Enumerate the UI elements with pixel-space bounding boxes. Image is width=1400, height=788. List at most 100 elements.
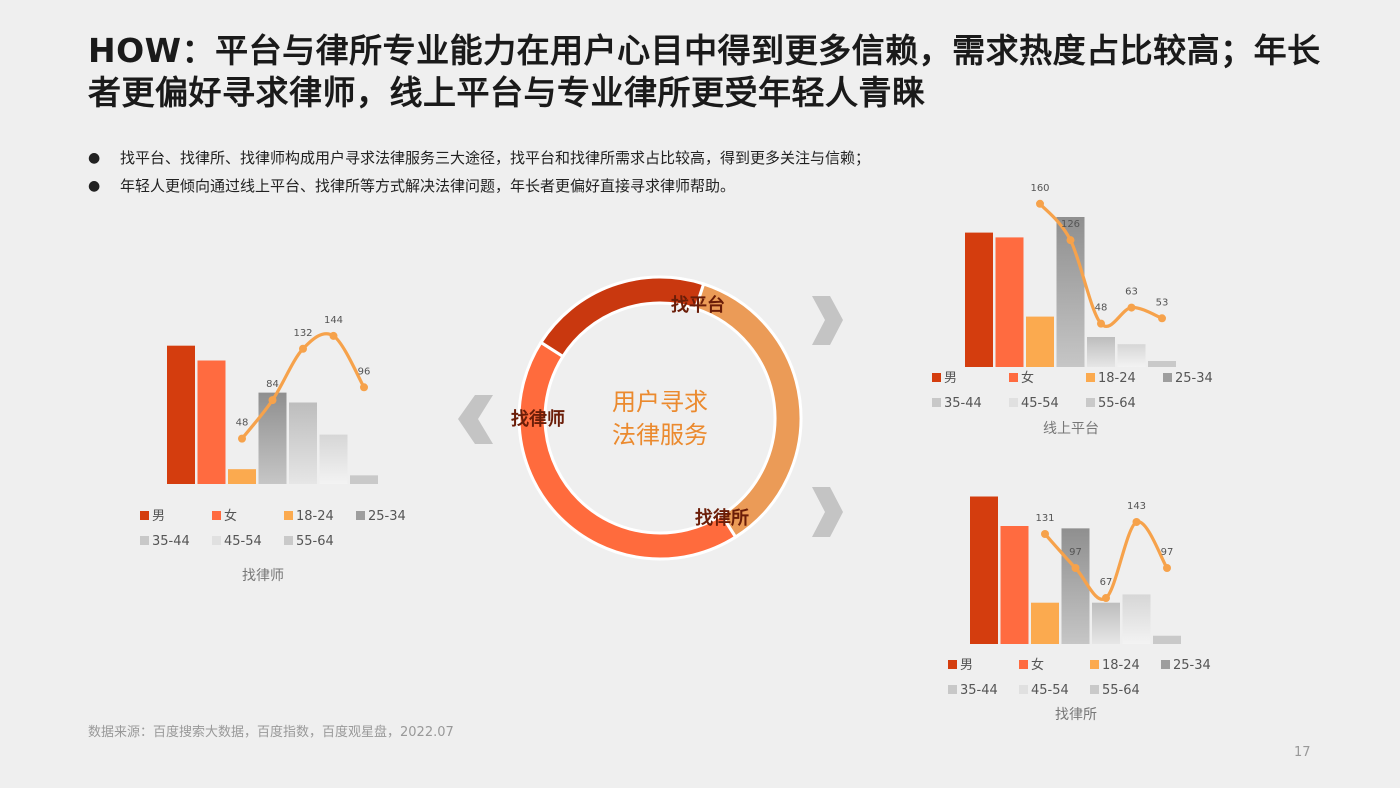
data-label: 131 <box>1035 513 1054 524</box>
trend-point <box>238 434 246 443</box>
donut-segment-label: 找律师 <box>511 408 565 430</box>
legend-swatch <box>1009 373 1018 382</box>
trend-point <box>1158 314 1166 323</box>
data-label: 53 <box>1156 297 1169 308</box>
chevron-left-icon <box>458 395 493 444</box>
bar-35-44 <box>1092 602 1120 644</box>
data-label: 48 <box>236 418 249 429</box>
donut-center-text: 法律服务 <box>612 421 708 449</box>
legend-swatch <box>1086 398 1095 407</box>
bar-男 <box>965 232 993 367</box>
legend-swatch <box>284 536 293 545</box>
bullet-item: 年轻人更倾向通过线上平台、找律所等方式解决法律问题，年长者更偏好直接寻求律师帮助… <box>88 172 1188 200</box>
legend-swatch <box>1086 373 1095 382</box>
chart-找律所: 131 97 67 143 97 男 女 18-24 25-34 35-44 45-54 55-64 找… <box>948 496 1211 723</box>
data-label: 132 <box>293 328 312 339</box>
data-label: 126 <box>1061 219 1080 230</box>
bullet-list: 找平台、找律所、找律师构成用户寻求法律服务三大途径，找平台和找律所需求占比较高，… <box>88 144 1188 200</box>
data-label: 160 <box>1030 183 1049 194</box>
bar-45-54 <box>1122 594 1151 644</box>
bar-18-24 <box>1026 316 1054 367</box>
data-source-note: 数据来源：百度搜索大数据，百度指数，百度观星盘，2022.07 <box>88 725 454 740</box>
chevron-right-icon <box>812 296 843 345</box>
legend-label: 女 <box>1031 657 1044 673</box>
bar-男 <box>970 496 998 644</box>
legend-label: 35-44 <box>960 683 998 698</box>
bullet-item: 找平台、找律所、找律师构成用户寻求法律服务三大途径，找平台和找律所需求占比较高，… <box>88 144 1188 172</box>
chevron-right-icon <box>812 487 843 537</box>
trend-point <box>1097 319 1105 328</box>
bar-男 <box>167 345 195 484</box>
legend-label: 35-44 <box>152 534 190 549</box>
bar-女 <box>1000 526 1029 644</box>
trend-point <box>1066 236 1075 245</box>
legend-label: 45-54 <box>1021 396 1059 411</box>
legend-label: 男 <box>960 658 973 673</box>
page-title: HOW：平台与律所专业能力在用户心目中得到更多信赖，需求热度占比较高；年长者更偏… <box>88 31 1321 112</box>
legend-label: 55-64 <box>1102 683 1140 698</box>
legend-label: 女 <box>224 508 237 524</box>
legend-label: 18-24 <box>1098 371 1136 386</box>
legend-swatch <box>948 660 957 669</box>
data-label: 97 <box>1161 547 1174 558</box>
data-label: 48 <box>1095 303 1108 314</box>
donut-segment-找平台 <box>693 282 803 540</box>
chart-线上平台: 160 126 48 63 53 男 女 18-24 25-34 35-44 45-54 55-64 线… <box>932 183 1213 437</box>
bar-女 <box>995 237 1024 367</box>
legend-label: 35-44 <box>944 396 982 411</box>
legend-swatch <box>932 398 941 407</box>
bar-18-24 <box>228 469 256 484</box>
bar-55-64 <box>1148 361 1176 367</box>
legend-label: 45-54 <box>224 534 262 549</box>
trend-point <box>360 383 368 392</box>
trend-point <box>1036 199 1044 208</box>
donut-segment-label: 找平台 <box>671 294 725 316</box>
data-label: 97 <box>1069 547 1082 558</box>
bar-35-44 <box>1087 337 1115 367</box>
data-label: 143 <box>1127 501 1146 512</box>
legend-swatch <box>140 536 149 545</box>
legend-swatch <box>140 511 149 520</box>
chart-找律师: 48 84 132 144 96 男 女 18-24 25-34 35-44 45-54 55-64 找… <box>140 315 406 584</box>
trend-point <box>1071 564 1080 572</box>
data-label: 84 <box>266 379 279 390</box>
legend-swatch <box>1009 398 1018 407</box>
bar-25-34 <box>258 392 287 484</box>
data-label: 63 <box>1125 287 1138 298</box>
legend-swatch <box>284 511 293 520</box>
legend-label: 55-64 <box>296 534 334 549</box>
legend-swatch <box>356 511 365 520</box>
legend-swatch <box>1090 685 1099 694</box>
legend-label: 18-24 <box>1102 658 1140 673</box>
legend-swatch <box>1019 685 1028 694</box>
donut-segment-label: 找律所 <box>695 507 749 529</box>
chart-caption: 线上平台 <box>1043 421 1099 437</box>
legend-swatch <box>1090 660 1099 669</box>
chart-caption: 找律所 <box>1055 707 1097 723</box>
donut-segment-找律师 <box>538 275 706 359</box>
bar-45-54 <box>319 434 348 484</box>
legend-label: 女 <box>1021 370 1034 386</box>
trend-point <box>1102 594 1110 602</box>
legend-swatch <box>948 685 957 694</box>
legend-label: 男 <box>944 371 957 386</box>
legend-label: 45-54 <box>1031 683 1069 698</box>
legend-swatch <box>1019 660 1028 669</box>
data-label: 144 <box>324 315 343 326</box>
legend-swatch <box>212 536 221 545</box>
legend-label: 55-64 <box>1098 396 1136 411</box>
legend-swatch <box>932 373 941 382</box>
trend-point <box>268 396 277 405</box>
legend-label: 男 <box>152 509 165 524</box>
trend-point <box>329 331 338 340</box>
bar-45-54 <box>1117 344 1146 367</box>
page-number: 17 <box>1294 745 1311 760</box>
chart-caption: 找律师 <box>242 568 284 584</box>
data-label: 96 <box>358 366 371 377</box>
data-label: 67 <box>1100 577 1113 588</box>
trend-point <box>1163 564 1171 572</box>
legend-label: 18-24 <box>296 509 334 524</box>
trend-point <box>1041 530 1049 538</box>
legend-swatch <box>1163 373 1172 382</box>
